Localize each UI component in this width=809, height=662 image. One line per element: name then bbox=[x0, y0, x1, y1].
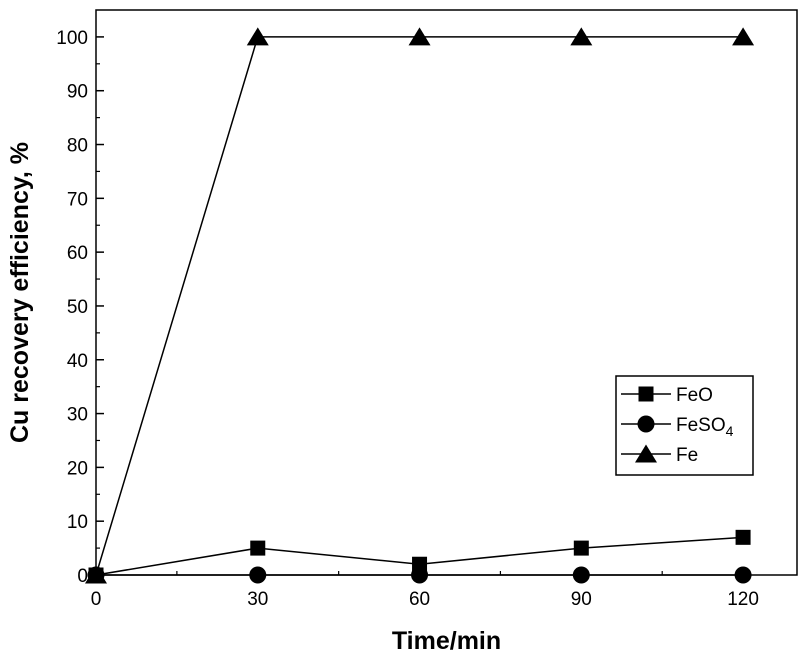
y-axis-title: Cu recovery efficiency, % bbox=[6, 142, 34, 443]
y-tick-label: 30 bbox=[67, 405, 88, 426]
y-tick-label: 70 bbox=[67, 189, 88, 210]
x-tick-label: 90 bbox=[571, 589, 592, 610]
y-tick-label: 40 bbox=[67, 351, 88, 372]
y-tick-label: 0 bbox=[77, 566, 88, 587]
legend-marker-fe bbox=[635, 444, 657, 463]
data-point-fe bbox=[570, 27, 593, 46]
y-tick-label: 20 bbox=[67, 458, 88, 479]
data-point-fe bbox=[408, 27, 431, 46]
y-tick-label: 100 bbox=[56, 28, 88, 49]
y-tick-label: 90 bbox=[67, 82, 88, 103]
legend-label-feso4: FeSO4 bbox=[676, 415, 734, 439]
legend-marker-feo bbox=[638, 386, 654, 402]
x-tick-label: 30 bbox=[247, 589, 268, 610]
y-tick-label: 80 bbox=[67, 136, 88, 157]
data-point-fe bbox=[246, 27, 269, 46]
data-point-feo bbox=[573, 540, 589, 556]
plot-area bbox=[85, 27, 755, 584]
data-point-feo bbox=[250, 540, 266, 556]
legend: FeO FeSO4 Fe bbox=[615, 375, 754, 476]
y-tick-label: 10 bbox=[67, 512, 88, 533]
x-axis-title: Time/min bbox=[392, 627, 501, 655]
data-point-fe bbox=[732, 27, 755, 46]
legend-label-fe: Fe bbox=[676, 445, 698, 466]
legend-label-feo: FeO bbox=[676, 385, 713, 406]
x-tick-label: 120 bbox=[727, 589, 759, 610]
legend-marker-feso4 bbox=[637, 415, 655, 433]
series-line-fe bbox=[95, 36, 744, 576]
x-tick-label: 0 bbox=[91, 589, 102, 610]
axes: 0 10 20 30 40 50 60 70 80 90 100 0 30 60 90 120 bbox=[56, 9, 798, 610]
y-tick-label: 60 bbox=[67, 243, 88, 264]
plot-frame bbox=[95, 9, 798, 576]
y-tick-label: 50 bbox=[67, 297, 88, 318]
x-tick-label: 60 bbox=[409, 589, 430, 610]
data-point-feo bbox=[735, 529, 751, 545]
